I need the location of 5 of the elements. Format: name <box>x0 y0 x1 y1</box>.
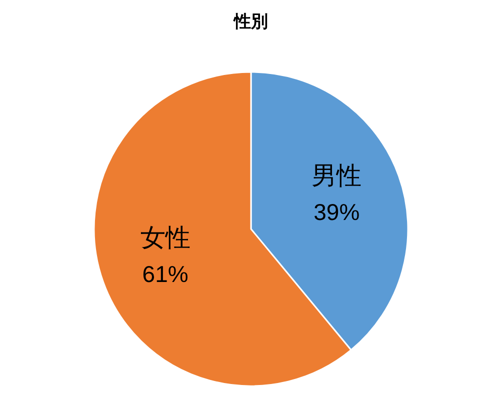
slice-label: 女性 <box>140 224 190 252</box>
data-label: 39% <box>314 199 360 226</box>
chart-title: 性別 <box>233 12 268 31</box>
data-label: 61% <box>142 260 188 287</box>
slice-label: 男性 <box>312 162 362 190</box>
